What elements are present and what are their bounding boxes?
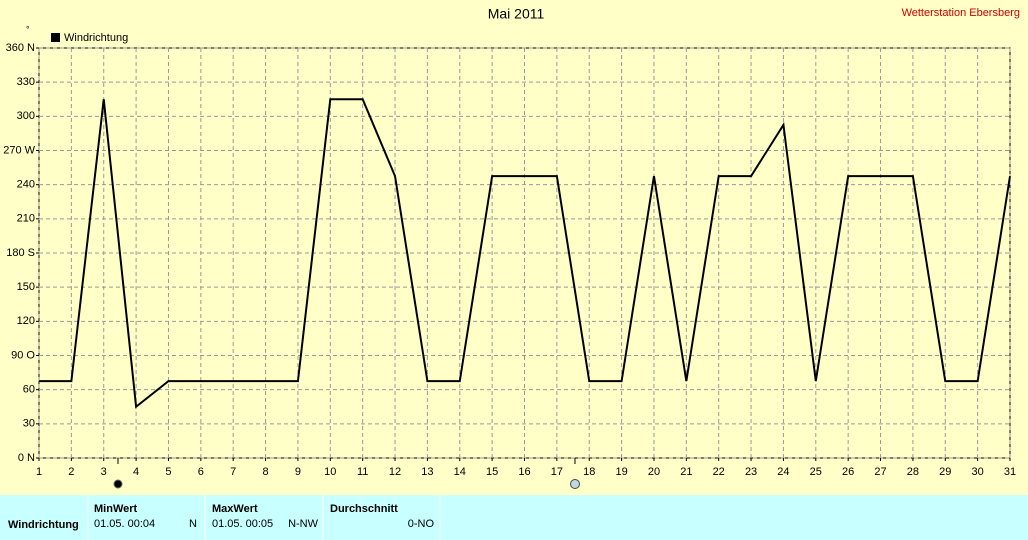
y-tick-label: 180 S (6, 247, 35, 259)
x-tick-label: 1 (36, 466, 42, 478)
y-tick-label: 120 (17, 315, 35, 327)
y-tick-label: 30 (23, 418, 35, 430)
x-tick-label: 15 (486, 466, 498, 478)
y-unit: ° (26, 24, 30, 34)
header: Durchschnitt (330, 503, 398, 515)
header: MaxWert (212, 503, 258, 515)
x-tick-label: 19 (615, 466, 627, 478)
cell: 01.05. 00:05 (212, 518, 273, 530)
legend-swatch (51, 33, 60, 42)
x-tick-label: 17 (551, 466, 563, 478)
x-tick-label: 21 (680, 466, 692, 478)
y-tick-label: 270 W (3, 144, 35, 156)
x-tick-label: 24 (777, 466, 789, 478)
x-tick-label: 30 (972, 466, 984, 478)
y-tick-label: 330 (17, 76, 35, 88)
y-tick-label: 300 (17, 110, 35, 122)
x-tick-label: 25 (810, 466, 822, 478)
x-tick-label: 18 (583, 466, 595, 478)
x-tick-label: 14 (454, 466, 466, 478)
y-tick-label: 360 N (6, 42, 35, 54)
x-tick-label: 27 (874, 466, 886, 478)
x-tick-label: 3 (101, 466, 107, 478)
legend: Windrichtung (51, 32, 128, 44)
x-tick-label: 11 (357, 466, 368, 478)
x-tick-label: 10 (324, 466, 336, 478)
cell: N-NW (288, 518, 319, 530)
marker-icon (570, 479, 580, 489)
x-tick-label: 8 (263, 466, 269, 478)
x-tick-label: 12 (389, 466, 401, 478)
y-tick-label: 0 N (18, 452, 35, 464)
data-line (39, 98, 1011, 409)
cell: 01.05. 00:04 (94, 518, 155, 530)
x-tick-label: 13 (421, 466, 433, 478)
x-tick-label: 29 (939, 466, 951, 478)
x-tick-label: 28 (907, 466, 919, 478)
x-tick-label: 22 (713, 466, 725, 478)
x-tick-label: 26 (842, 466, 854, 478)
x-tick-label: 6 (198, 466, 204, 478)
x-tick-label: 4 (133, 466, 139, 478)
x-tick-label: 5 (165, 466, 171, 478)
x-tick-label: 9 (295, 466, 301, 478)
cell: 0-NO (408, 518, 435, 530)
x-tick-label: 7 (230, 466, 236, 478)
x-tick-label: 20 (648, 466, 660, 478)
row-label: Windrichtung (8, 519, 79, 531)
y-tick-label: 210 (17, 213, 35, 225)
x-tick-label: 23 (745, 466, 757, 478)
y-tick-label: 150 (17, 281, 35, 293)
chart-title: Mai 2011 (488, 6, 545, 22)
summary-panel (0, 495, 1028, 540)
header: MinWert (94, 503, 138, 515)
x-tick-label: 31 (1004, 466, 1016, 478)
y-tick-label: 240 (17, 179, 35, 191)
y-tick-label: 90 O (11, 349, 35, 361)
x-tick-label: 16 (518, 466, 530, 478)
marker-icon (113, 479, 123, 489)
station-name: Wetterstation Ebersberg (902, 7, 1020, 19)
legend-label: Windrichtung (64, 32, 128, 44)
x-tick-label: 2 (68, 466, 74, 478)
cell: N (189, 518, 197, 530)
y-tick-label: 60 (23, 384, 35, 396)
